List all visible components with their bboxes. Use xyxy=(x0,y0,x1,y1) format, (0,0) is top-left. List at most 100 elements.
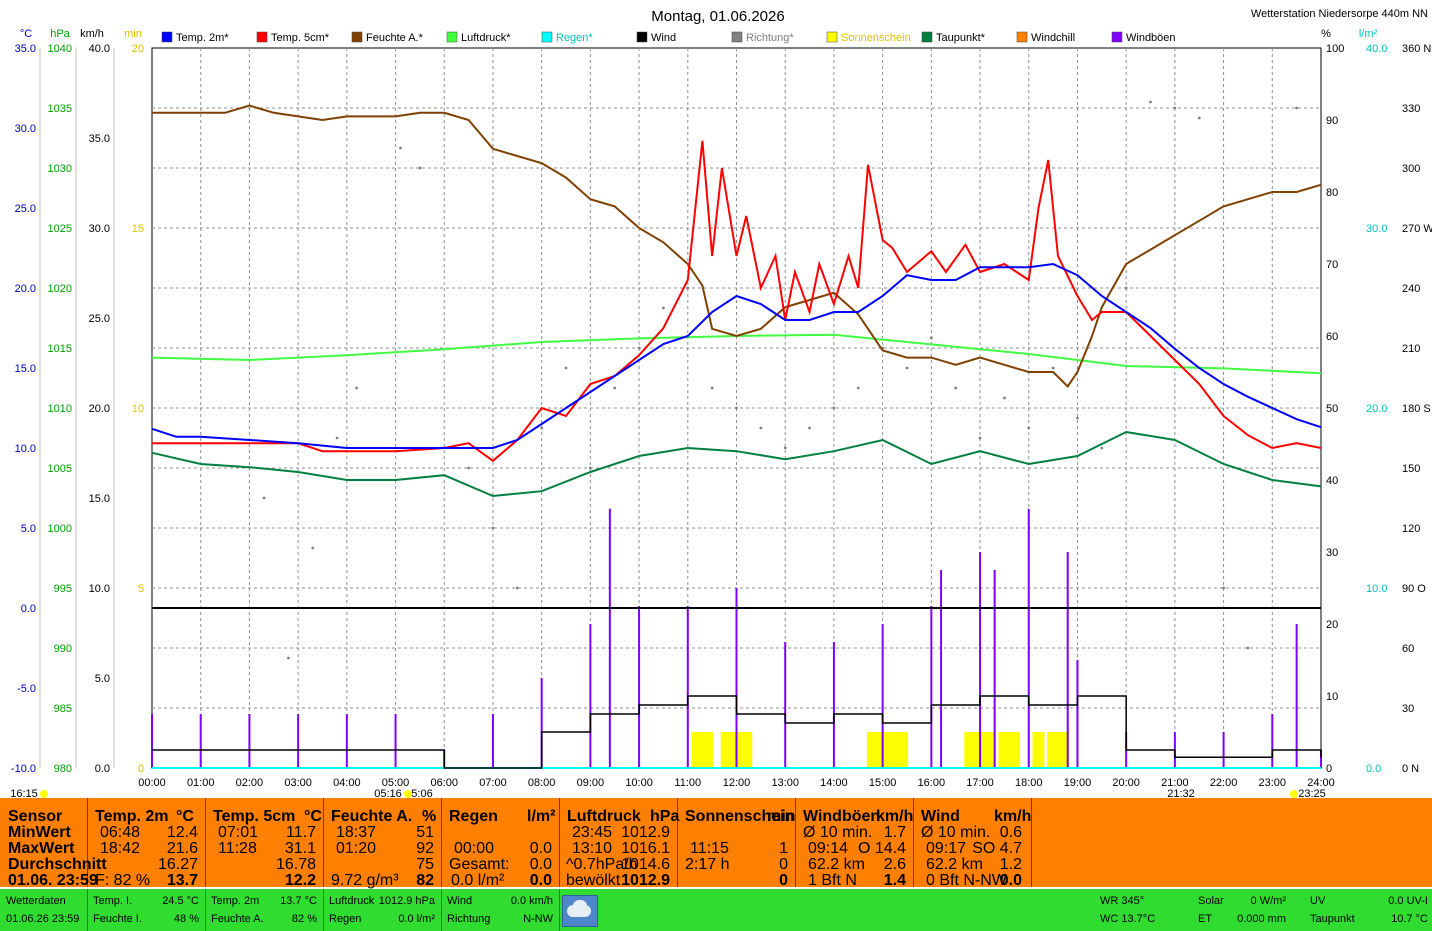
sunshine-bar xyxy=(701,732,714,768)
bottom-datetime: 01.06.26 23:59 xyxy=(6,913,80,925)
direction-tick-label: 360 N xyxy=(1402,43,1431,55)
direction-point xyxy=(491,526,495,530)
time-tick-label: 02:00 xyxy=(236,777,264,789)
luft-min-value: 1012.9 xyxy=(621,824,670,841)
axis-header-min: min xyxy=(124,28,142,40)
sonne-time: 11:15 xyxy=(690,840,729,857)
boeen-distance: 62.2 km xyxy=(808,856,865,873)
direction-tick-label: 150 xyxy=(1402,463,1420,475)
pct-tick-label: 90 xyxy=(1326,115,1338,127)
row-label-avg: Durchschnitt xyxy=(8,856,107,873)
direction-point xyxy=(1197,116,1201,120)
time-tick-label: 11:00 xyxy=(674,777,701,789)
dewpoint-line xyxy=(151,430,1322,498)
luft-header: Luftdruck xyxy=(567,808,641,825)
legend-swatch xyxy=(826,31,838,43)
legend-label: Temp. 2m* xyxy=(176,32,229,44)
luftdruck-value: 1012.9 hPa xyxy=(378,895,435,907)
boeen-avg10-label: Ø 10 min. xyxy=(803,824,873,841)
temp2-unit: °C xyxy=(176,808,194,825)
time-tick-label: 14:00 xyxy=(820,777,848,789)
et-value: 0.000 mm xyxy=(1237,913,1286,925)
sonne-total: 0 xyxy=(779,856,788,873)
sunrise-icon xyxy=(404,790,412,798)
direction-point xyxy=(311,546,315,550)
pct-tick-label: 70 xyxy=(1326,259,1338,271)
direction-point xyxy=(832,406,836,410)
sunshine-bar xyxy=(886,732,899,768)
regen-current-label: 0.0 l/m² xyxy=(451,872,505,889)
direction-point xyxy=(1149,100,1152,104)
hpa-tick-label: 1000 xyxy=(48,523,72,535)
legend-swatch xyxy=(636,31,648,43)
boeen-avg: 2.6 xyxy=(883,856,906,873)
direction-point xyxy=(1295,106,1299,110)
direction-tick-label: 90 O xyxy=(1402,583,1426,595)
pct-tick-label: 40 xyxy=(1326,475,1338,487)
legend-label: Sonnenschein xyxy=(841,32,911,44)
kmh-tick-label: 0.0 xyxy=(95,763,110,775)
lm2-tick-label: 0.0 xyxy=(1366,763,1381,775)
sonne-header: Sonnenschein xyxy=(685,808,795,825)
regen-label: Regen xyxy=(329,913,362,925)
celsius-tick-label: 30.0 xyxy=(15,123,36,135)
feuchte-current-label: 9.72 g/m³ xyxy=(331,872,399,889)
pct-tick-label: 80 xyxy=(1326,187,1338,199)
time-tick-label: 07:00 xyxy=(479,777,507,789)
temp5-header: Temp. 5cm xyxy=(213,808,296,825)
uv-label: UV xyxy=(1310,895,1326,907)
legend-swatch xyxy=(731,31,743,43)
min-tick-label: 10 xyxy=(132,403,144,415)
humidity-line xyxy=(152,104,1322,388)
direction-point xyxy=(1173,106,1177,110)
luft-max-time: 13:10 xyxy=(572,840,613,857)
time-tick-label: 03:00 xyxy=(284,777,312,789)
axis-header-pct: % xyxy=(1321,28,1331,40)
sunshine-bar xyxy=(740,732,753,768)
wind-header: Wind xyxy=(921,808,960,825)
direction-tick-label: 30 xyxy=(1402,703,1414,715)
time-tick-label: 09:00 xyxy=(577,777,605,789)
direction-point xyxy=(1002,396,1006,400)
et-label: ET xyxy=(1198,913,1213,925)
weather-chart: Montag, 01.06.2026 Wetterstation Nieders… xyxy=(10,8,1432,800)
direction-point xyxy=(759,426,763,430)
sonne-total-label: 2:17 h xyxy=(685,856,730,873)
hpa-tick-label: 990 xyxy=(54,643,72,655)
kmh-tick-label: 30.0 xyxy=(89,223,110,235)
celsius-tick-label: 10.0 xyxy=(15,443,36,455)
direction-point xyxy=(1100,446,1104,450)
legend-swatch xyxy=(446,31,458,43)
temp5-min-time: 07:01 xyxy=(218,824,259,841)
feuchte-current: 82 xyxy=(416,872,434,889)
wind-distance: 62.2 km xyxy=(926,856,983,873)
time-tick-label: 18:00 xyxy=(1015,777,1043,789)
temp2-header: Temp. 2m xyxy=(95,808,169,825)
direction-point xyxy=(613,386,617,390)
kmh-tick-label: 10.0 xyxy=(89,583,110,595)
feuchte-max-value: 92 xyxy=(416,840,434,857)
legend-swatch xyxy=(1016,31,1028,43)
legend-label: Windchill xyxy=(1031,32,1075,44)
temp2-max-time: 18:42 xyxy=(100,840,141,857)
sunshine-bar xyxy=(998,732,1011,768)
axis-header-kmh: km/h xyxy=(80,28,104,40)
current-data-bar: Wetterdaten 01.06.26 23:59 Temp. I. 24.5… xyxy=(0,889,1432,931)
direction-tick-label: 180 S xyxy=(1402,403,1431,415)
temp-2m-line xyxy=(151,262,1322,449)
time-tick-label: 16:00 xyxy=(918,777,946,789)
wind-bft: 0 Bft N-NW xyxy=(926,872,1007,889)
bottom-label: Wetterdaten xyxy=(6,895,66,907)
wind-label: Wind xyxy=(447,895,473,907)
boeen-current: 1.4 xyxy=(883,872,906,889)
sun-mark-left: 16:15 xyxy=(10,788,38,800)
legend-label: Wind xyxy=(651,32,676,44)
feuchte-header: Feuchte A. xyxy=(331,808,413,825)
temp-5cm-line xyxy=(152,140,1322,463)
time-tick-label: 13:00 xyxy=(771,777,799,789)
luft-avg: 1014.6 xyxy=(621,856,670,873)
pct-tick-label: 20 xyxy=(1326,619,1338,631)
time-tick-label: 05:00 xyxy=(382,777,410,789)
celsius-tick-label: -10.0 xyxy=(11,763,36,775)
cloudy-weather-icon xyxy=(562,895,598,927)
